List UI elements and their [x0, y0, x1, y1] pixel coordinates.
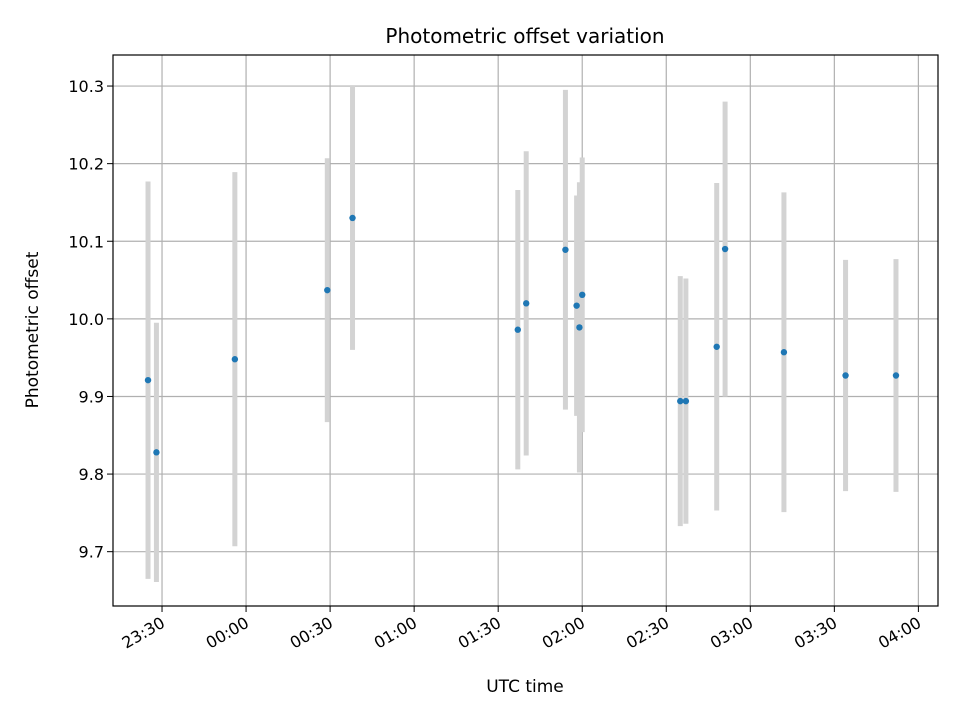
- y-tick-label: 9.7: [79, 543, 104, 562]
- y-tick-label: 10.1: [68, 232, 104, 251]
- data-point: [713, 343, 720, 350]
- plot-frame: [112, 54, 939, 607]
- y-tick-label: 9.9: [79, 387, 104, 406]
- y-tick-label: 10.2: [68, 155, 104, 174]
- data-point: [153, 449, 160, 456]
- data-point: [721, 245, 729, 253]
- data-point: [231, 356, 239, 363]
- data-point: [514, 326, 521, 333]
- x-axis-title: UTC time: [486, 677, 564, 697]
- data-point: [579, 291, 586, 299]
- data-point: [573, 302, 580, 309]
- data-point: [324, 286, 331, 294]
- data-point: [144, 376, 152, 384]
- y-axis-ticks: 9.7 9.8 9.9 10.0 10.1 10.2 10.3: [68, 77, 113, 562]
- data-points: [144, 214, 900, 456]
- y-axis-title: Photometric offset: [23, 251, 43, 408]
- chart-title: Photometric offset variation: [385, 24, 664, 48]
- data-point: [523, 300, 530, 307]
- grid-lines: [113, 55, 938, 606]
- data-point: [677, 397, 684, 405]
- data-point: [842, 372, 849, 379]
- data-point: [349, 214, 356, 222]
- data-point: [780, 349, 788, 356]
- y-tick-label: 10.0: [68, 310, 104, 329]
- data-point: [682, 397, 690, 405]
- y-tick-label: 9.8: [79, 465, 104, 484]
- data-point: [576, 324, 583, 331]
- y-tick-label: 10.3: [68, 77, 104, 96]
- data-point: [892, 372, 900, 379]
- data-point: [562, 246, 569, 253]
